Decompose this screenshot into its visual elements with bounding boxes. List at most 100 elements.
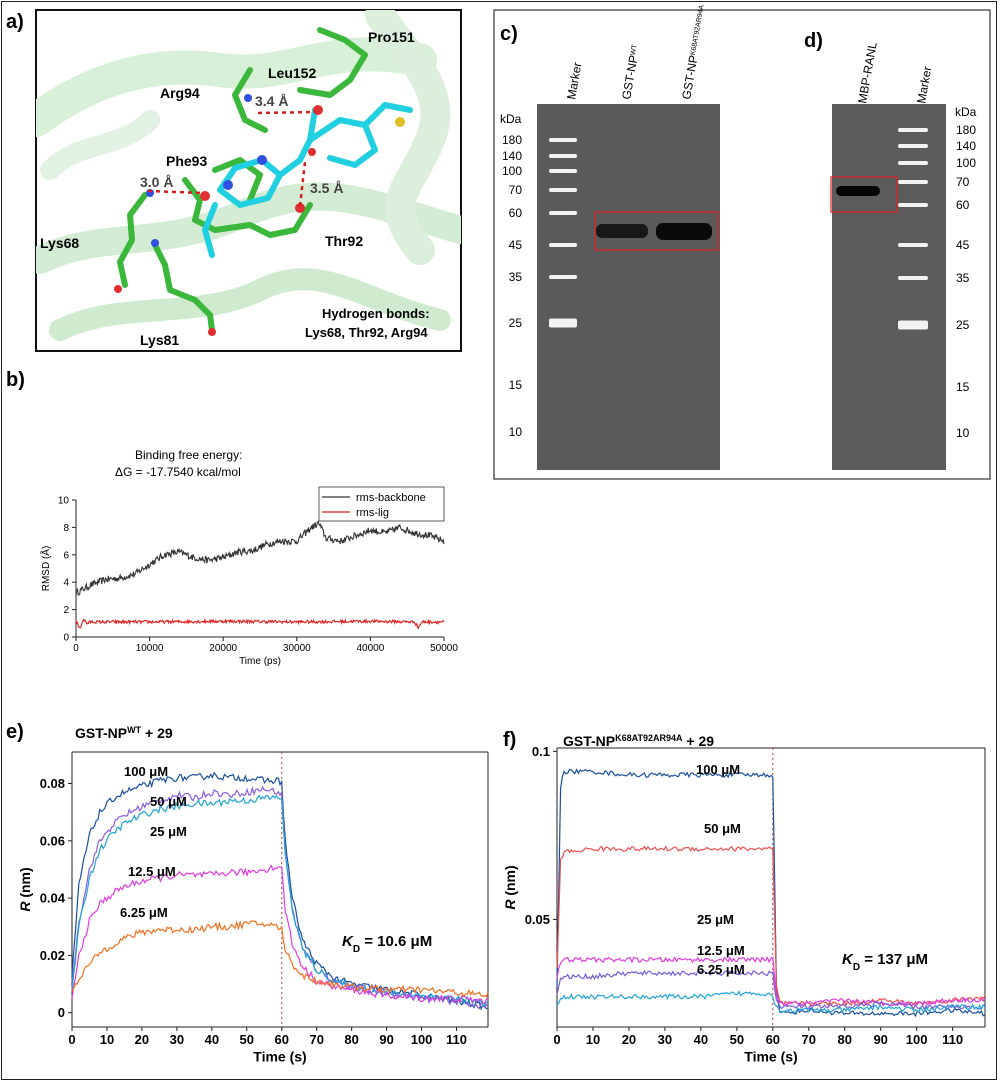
- marker-size-label: 25: [956, 318, 970, 332]
- series-label: 25 μM: [697, 912, 734, 927]
- y-tick-label: 0.02: [40, 948, 65, 963]
- series-label: 25 μM: [150, 824, 187, 839]
- legend-label: rms-backbone: [356, 492, 426, 504]
- series-label: 12.5 μM: [697, 943, 745, 958]
- axes: 0 10 20 30 40 50 60 70 80 90 100 110 0.05 0.1 Time (s)…: [502, 744, 986, 1065]
- marker-size-label: 180: [502, 133, 522, 147]
- hbond-title: Hydrogen bonds:: [322, 306, 430, 321]
- residue-label: Lys81: [140, 332, 179, 348]
- marker-size-label: 35: [509, 270, 523, 284]
- series-line: [71, 785, 489, 1010]
- marker-size-label: 15: [509, 378, 523, 392]
- x-tick-label: 10: [586, 1032, 600, 1047]
- distance-label: 3.5 Å: [310, 180, 343, 196]
- distance-label: 3.4 Å: [255, 93, 288, 109]
- marker-size-label: 15: [956, 380, 970, 394]
- series-label: 50 μM: [704, 821, 741, 836]
- panel-d-letter: d): [804, 30, 823, 52]
- marker-band: [898, 276, 928, 280]
- series-line: [556, 956, 986, 1007]
- x-axis-label: Time (s): [253, 1049, 306, 1065]
- x-tick-label: 50000: [430, 643, 458, 654]
- panel-f-title: GST-NPK68AT92AR94A + 29: [563, 733, 714, 749]
- x-tick-label: 100: [411, 1032, 433, 1047]
- x-tick-label: 50: [730, 1032, 744, 1047]
- series-line: [71, 864, 489, 1005]
- y-tick-label: 0.1: [532, 744, 550, 759]
- x-axis-label: Time (ps): [239, 656, 281, 667]
- series-line: [556, 768, 986, 1018]
- marker-size-label: 25: [509, 316, 523, 330]
- x-tick-label: 10000: [136, 643, 164, 654]
- marker-size-label: 100: [502, 164, 522, 178]
- series-line: [75, 520, 445, 596]
- x-tick-label: 30: [170, 1032, 184, 1047]
- marker-size-label: 10: [956, 426, 970, 440]
- legend: rms-backbone rms-lig: [318, 486, 445, 522]
- x-tick-label: 70: [309, 1032, 323, 1047]
- series-line: [75, 617, 445, 630]
- y-axis-label: R (nm): [502, 865, 518, 909]
- lane-label: Marker: [564, 61, 584, 100]
- x-tick-label: 30000: [283, 643, 311, 654]
- panel-b-letter: b): [6, 369, 25, 391]
- x-tick-label: 90: [379, 1032, 393, 1047]
- kda-label-c: kDa: [500, 112, 522, 126]
- series-line: [556, 990, 986, 1014]
- marker-band: [549, 211, 577, 215]
- marker-size-label: 10: [509, 425, 523, 439]
- x-tick-label: 40000: [356, 643, 384, 654]
- x-tick-label: 20: [622, 1032, 636, 1047]
- x-tick-label: 80: [344, 1032, 358, 1047]
- panel-a-letter: a): [6, 11, 24, 33]
- y-tick-label: 0.05: [525, 912, 550, 927]
- x-tick-label: 40: [205, 1032, 219, 1047]
- bli-chart-mutant: 0 10 20 30 40 50 60 70 80 90 100 110 0.05 0.1 Time (s)…: [502, 744, 986, 1065]
- marker-band: [898, 144, 928, 148]
- y-tick-label: 6: [63, 550, 69, 561]
- marker-band: [549, 243, 577, 247]
- residue-label: Pro151: [368, 29, 415, 45]
- axes: 0 10 20 30 40 50 60 70 80 90 100 110 0 0.02 0.04 0.06 0.…: [17, 751, 489, 1065]
- y-tick-label: 0.04: [40, 891, 66, 906]
- panel-c-letter: c): [500, 23, 518, 45]
- marker-band: [898, 180, 928, 184]
- lane-label: Marker: [914, 65, 934, 104]
- kd-label-e: KD = 10.6 μM: [342, 933, 432, 955]
- gel-c: [537, 104, 720, 470]
- marker-size-label: 140: [956, 139, 976, 153]
- x-tick-label: 90: [873, 1032, 887, 1047]
- y-tick-label: 4: [63, 578, 69, 589]
- residue-label: Arg94: [160, 85, 200, 101]
- highlight-box-c: [594, 211, 719, 251]
- series-label: 100 μM: [696, 762, 740, 777]
- marker-band: [898, 203, 928, 207]
- rmsd-chart: 0 10000 20000 30000 40000 50000 0 2 4 6 8 10 Time (p…: [39, 486, 458, 668]
- series-line: [71, 794, 489, 1007]
- kda-label-d: kDa: [955, 105, 977, 119]
- marker-band: [898, 128, 928, 132]
- x-tick-label: 30: [658, 1032, 672, 1047]
- panel-e-letter: e): [6, 721, 24, 743]
- series-line: [71, 771, 489, 1011]
- x-tick-label: 0: [68, 1032, 75, 1047]
- x-tick-label: 80: [837, 1032, 851, 1047]
- y-tick-label: 2: [63, 605, 69, 616]
- marker-size-label: 100: [956, 156, 976, 170]
- x-tick-label: 20000: [209, 643, 237, 654]
- y-tick-label: 10: [58, 496, 70, 507]
- y-tick-label: 0: [63, 633, 69, 644]
- residue-label: Phe93: [166, 153, 207, 169]
- marker-size-label: 45: [956, 238, 970, 252]
- marker-band: [549, 154, 577, 158]
- residue-label: Thr92: [325, 233, 363, 249]
- y-tick-label: 0.08: [40, 776, 65, 791]
- marker-size-label: 70: [509, 183, 523, 197]
- marker-band: [898, 161, 928, 165]
- series-label: 50 μM: [150, 794, 187, 809]
- panel-b-title-2: ΔG = -17.7540 kcal/mol: [115, 465, 241, 479]
- axes: 0 10000 20000 30000 40000 50000 0 2 4 6 8 10 Time (p…: [39, 496, 458, 668]
- x-tick-label: 110: [942, 1032, 963, 1047]
- x-tick-label: 40: [694, 1032, 708, 1047]
